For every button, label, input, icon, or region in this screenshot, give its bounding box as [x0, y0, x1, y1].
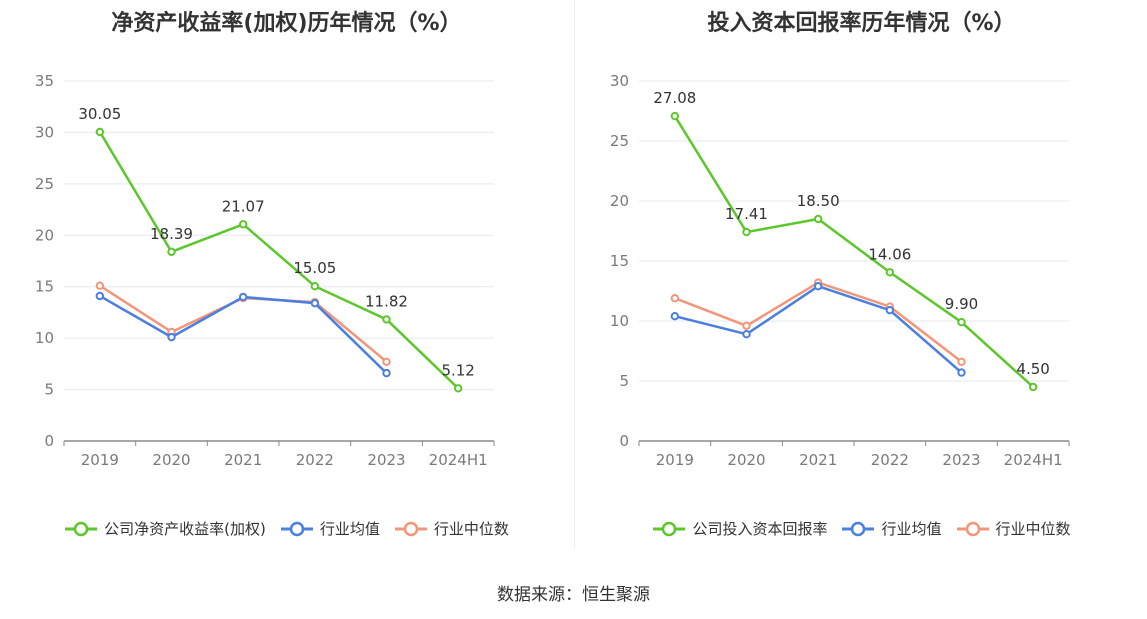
x-tick-label: 2024H1 [1004, 451, 1063, 469]
y-tick-label: 20 [35, 226, 54, 244]
legend-item-company-roic[interactable]: 公司投入资本回报率 [652, 518, 827, 539]
data-point-industry-avg [957, 368, 966, 377]
legend-item-industry-median[interactable]: 行业中位数 [394, 518, 509, 539]
data-label: 17.41 [725, 205, 768, 223]
panel-divider [574, 0, 575, 550]
x-tick-label: 2019 [656, 451, 694, 469]
y-tick-label: 10 [610, 312, 629, 330]
legend-item-industry-avg[interactable]: 行业均值 [280, 518, 380, 539]
data-point-industry-avg [813, 282, 823, 291]
y-tick-label: 25 [35, 175, 54, 193]
legend-swatch-industry-avg [842, 521, 875, 536]
data-point-industry-avg [742, 330, 751, 339]
data-point-industry-avg [167, 332, 176, 342]
data-point-company [382, 315, 391, 324]
roe-chart-plot: 0 5 10 15 20 25 30 35 2019 2020 2021 2022 2023 2024H1… [35, 72, 495, 469]
data-label: 15.05 [293, 259, 336, 277]
roic-chart-panel: 投入资本回报率历年情况（%） 0 5 10 15 20 25 30 2019 2020 2021 2… [575, 0, 1147, 560]
data-point-industry-avg [382, 368, 391, 378]
roic-chart-legend: 公司投入资本回报率 行业均值 行业中位数 [575, 518, 1147, 539]
data-point-company [310, 282, 320, 291]
data-source-footer: 数据来源：恒生聚源 [497, 585, 650, 605]
data-label: 18.50 [797, 192, 840, 210]
data-label: 30.05 [78, 105, 121, 123]
legend-label-industry-median: 行业中位数 [995, 520, 1071, 538]
roe-chart-title: 净资产收益率(加权)历年情况（%） [111, 11, 462, 36]
x-tick-label: 2021 [799, 451, 837, 469]
data-point-company [742, 227, 751, 237]
y-tick-label: 25 [610, 132, 629, 150]
roe-chart-panel: 净资产收益率(加权)历年情况（%） 0 5 10 15 20 25 30 35 2019 2020… [0, 0, 573, 560]
data-label: 11.82 [365, 292, 408, 310]
data-point-company [167, 247, 176, 257]
data-point-company [670, 111, 680, 121]
legend-swatch-company [653, 521, 686, 536]
legend-label-company-roe: 公司净资产收益率(加权) [104, 520, 266, 538]
y-tick-label: 15 [35, 278, 54, 296]
data-point-industry-median [382, 357, 391, 366]
y-tick-label: 30 [610, 72, 629, 90]
y-tick-label: 15 [610, 252, 629, 270]
series-line-company [673, 115, 1035, 388]
data-point-company [957, 318, 966, 327]
data-label: 4.50 [1016, 360, 1049, 378]
legend-swatch-industry-median [394, 521, 427, 536]
y-tick-label: 35 [35, 72, 54, 90]
data-point-industry-avg [310, 298, 320, 308]
x-tick-label: 2023 [367, 451, 405, 469]
data-point-industry-avg [238, 292, 248, 302]
roic-chart-plot: 0 5 10 15 20 25 30 2019 2020 2021 2022 2023 2024H1 27… [610, 72, 1070, 469]
data-label: 27.08 [653, 89, 696, 107]
y-tick-label: 0 [619, 432, 629, 450]
x-tick-label: 2020 [727, 451, 765, 469]
legend-swatch-industry-median [956, 521, 989, 536]
legend-label-company-roic: 公司投入资本回报率 [692, 520, 828, 538]
data-point-industry-avg [95, 291, 105, 301]
roic-chart-title: 投入资本回报率历年情况（%） [707, 11, 1016, 36]
y-tick-label: 20 [610, 192, 629, 210]
data-label: 5.12 [441, 361, 474, 379]
data-point-company [238, 220, 248, 229]
x-tick-label: 2024H1 [429, 451, 488, 469]
series-line-company [98, 131, 460, 390]
x-tick-label: 2020 [152, 451, 190, 469]
legend-label-industry-avg: 行业均值 [319, 520, 380, 538]
data-point-industry-median [742, 321, 751, 330]
data-point-company [813, 214, 823, 224]
data-point-company [885, 268, 895, 277]
legend-item-company-roe[interactable]: 公司净资产收益率(加权) [64, 518, 266, 539]
y-tick-label: 5 [619, 372, 629, 390]
legend-item-industry-avg[interactable]: 行业均值 [841, 518, 942, 539]
series-line-industry-median [674, 281, 963, 363]
legend-label-industry-median: 行业中位数 [433, 520, 509, 538]
data-point-industry-median [670, 294, 680, 303]
data-point-industry-avg [885, 306, 895, 315]
legend-label-industry-avg: 行业均值 [881, 520, 942, 538]
data-label: 14.06 [868, 245, 911, 263]
y-tick-label: 0 [44, 432, 54, 450]
legend-item-industry-median[interactable]: 行业中位数 [956, 518, 1071, 539]
y-tick-label: 30 [35, 123, 54, 141]
x-tick-label: 2022 [296, 451, 334, 469]
data-point-company [453, 384, 463, 393]
legend-swatch-industry-avg [280, 521, 313, 536]
legend-swatch-company [65, 521, 98, 536]
y-tick-label: 5 [44, 381, 54, 399]
data-label: 18.39 [150, 225, 193, 243]
roe-chart-legend: 公司净资产收益率(加权) 行业均值 行业中位数 [0, 518, 573, 539]
data-label: 21.07 [222, 197, 265, 215]
x-tick-label: 2019 [81, 451, 119, 469]
data-point-industry-median [957, 357, 966, 366]
x-tick-label: 2023 [942, 451, 980, 469]
x-tick-label: 2022 [871, 451, 909, 469]
data-point-company [95, 127, 105, 137]
x-tick-label: 2021 [224, 451, 262, 469]
data-point-company [1028, 382, 1038, 392]
data-point-industry-median [95, 281, 105, 290]
data-label: 9.90 [945, 295, 978, 313]
series-line-industry-avg [99, 294, 388, 375]
data-point-industry-avg [670, 312, 680, 321]
y-tick-label: 10 [35, 329, 54, 347]
